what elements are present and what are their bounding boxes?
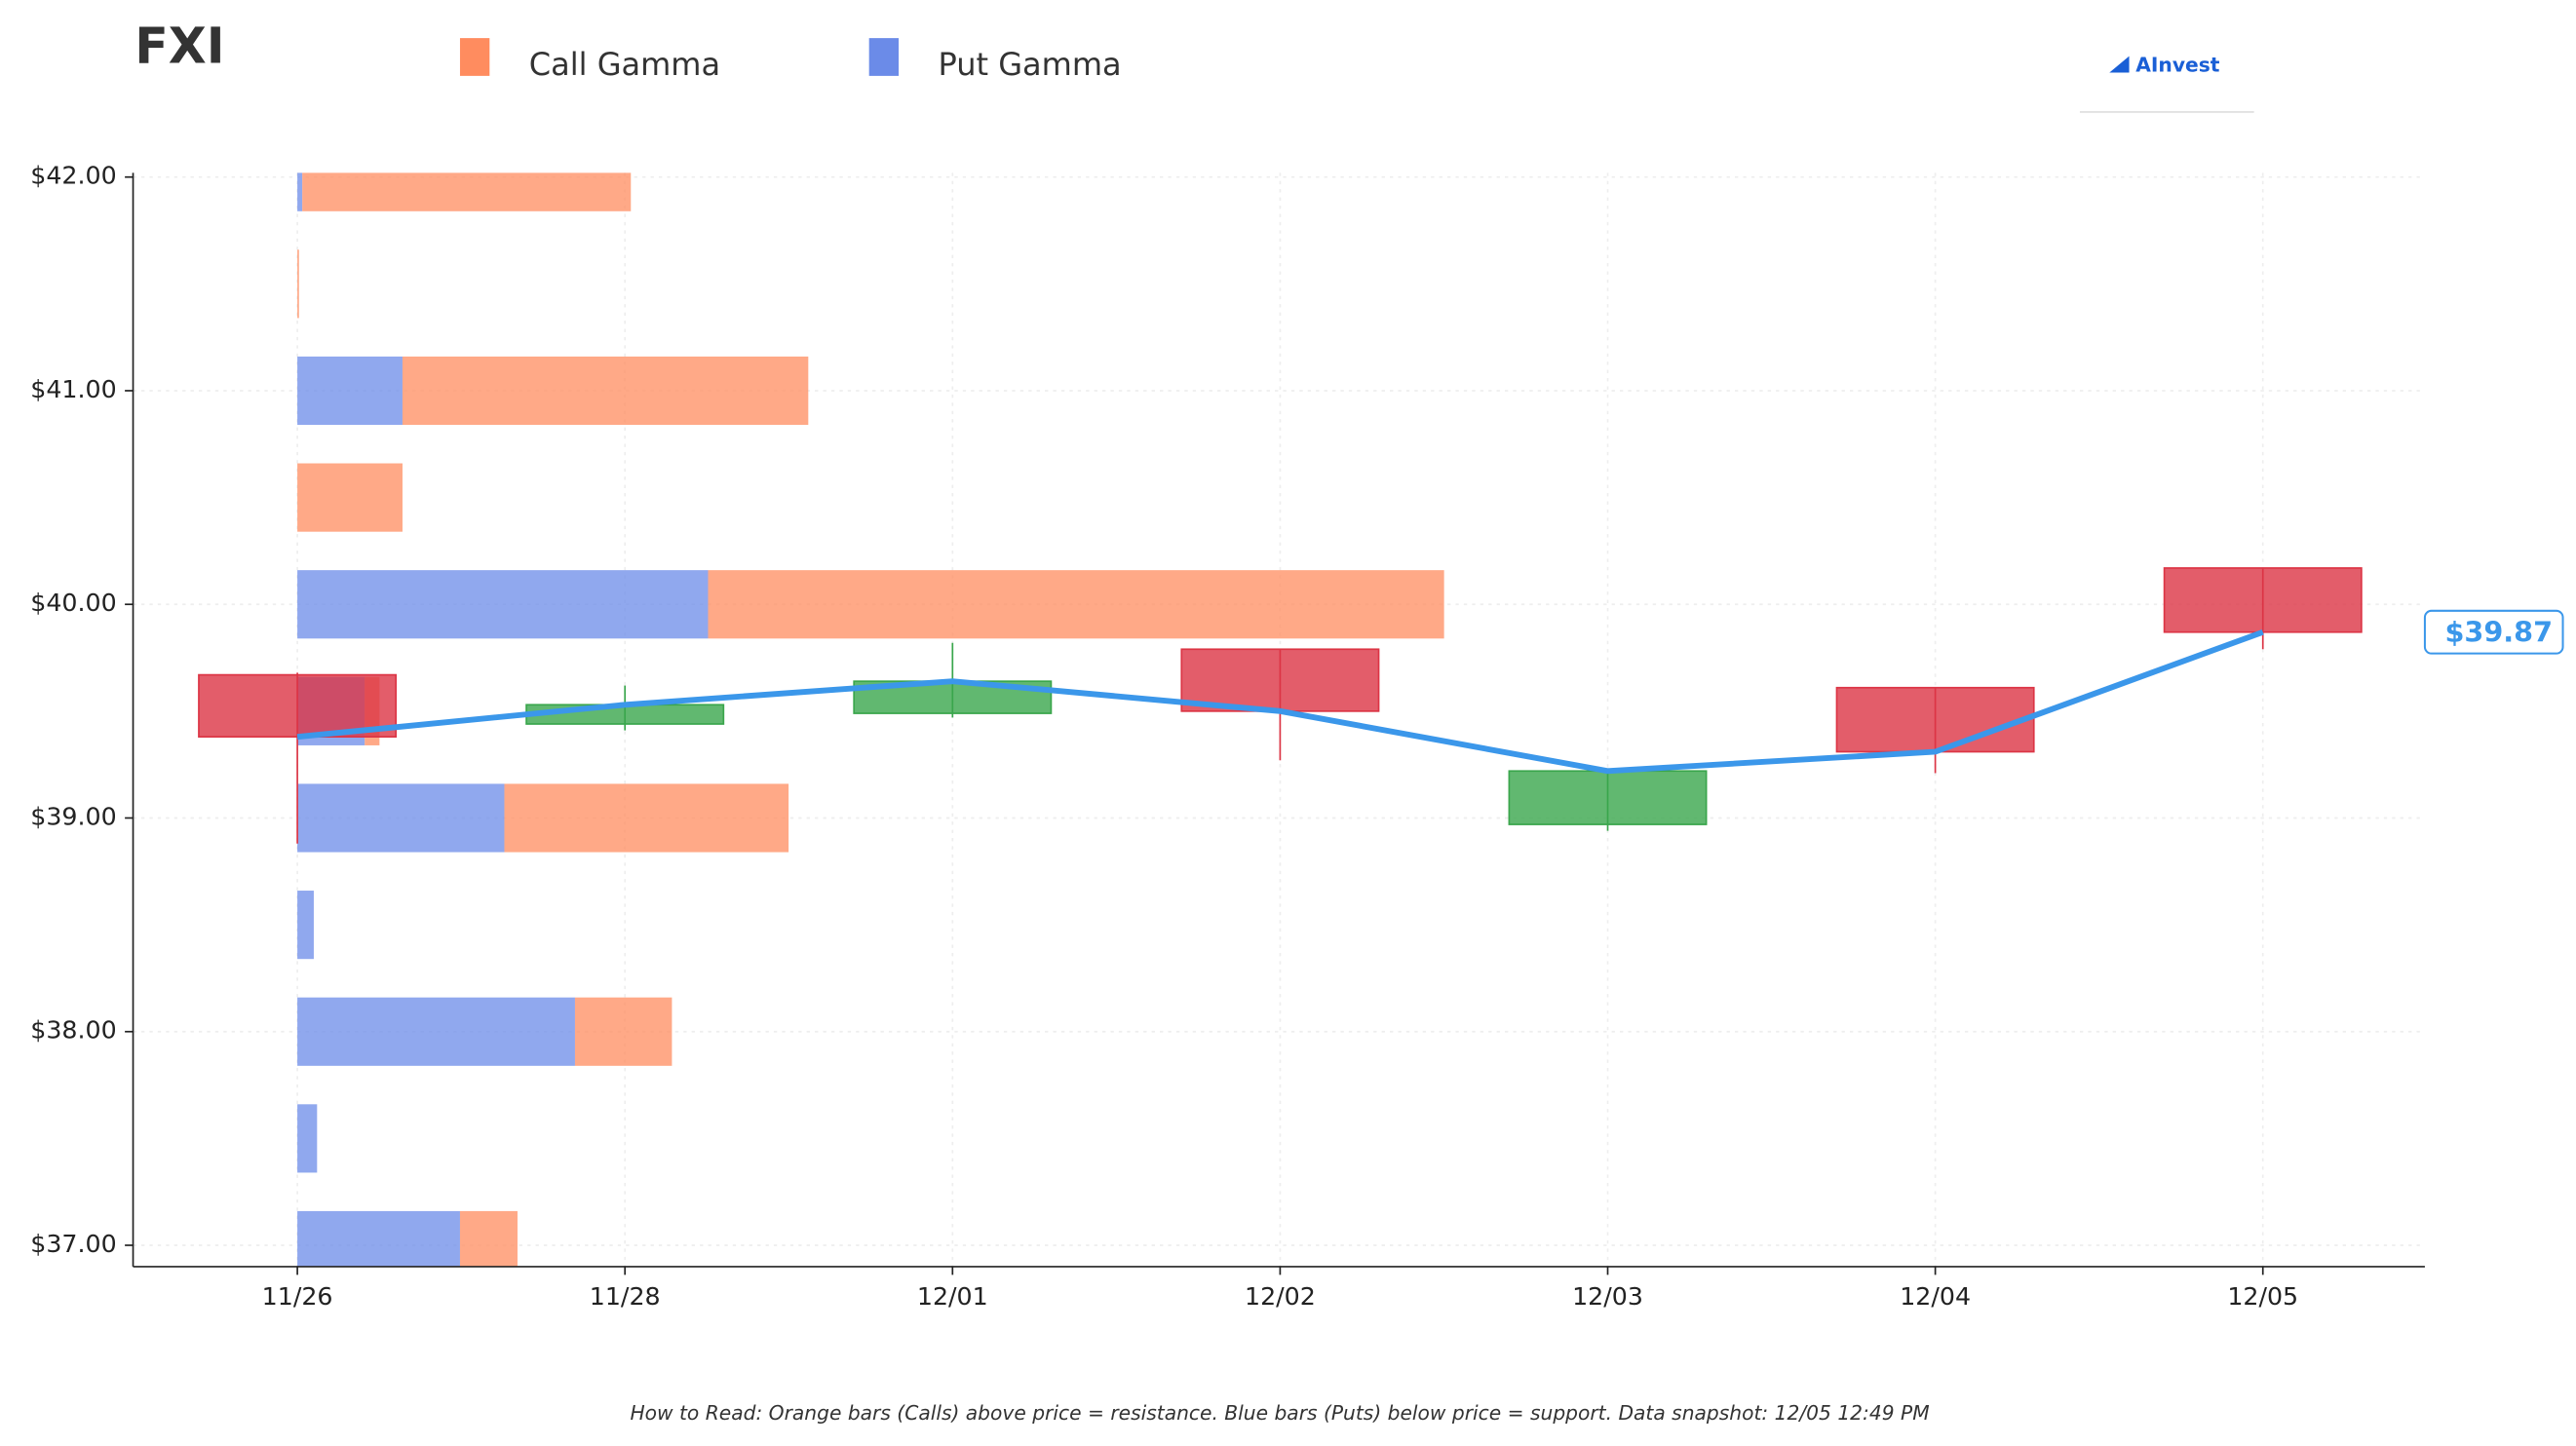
x-tick-label: 11/26 <box>262 1282 333 1311</box>
candle-body <box>1508 770 1708 825</box>
x-tick-label: 12/04 <box>1900 1282 1971 1311</box>
gamma-bar <box>297 356 403 426</box>
x-tick-label: 11/28 <box>590 1282 661 1311</box>
logo: AInvest <box>2079 53 2254 113</box>
gamma-bar <box>402 356 809 426</box>
y-tick-label: $37.00 <box>30 1230 116 1258</box>
gamma-bar <box>297 783 505 853</box>
x-tick-label: 12/03 <box>1572 1282 1643 1311</box>
x-tick-label: 12/05 <box>2227 1282 2298 1311</box>
y-tick-label: $38.00 <box>30 1016 116 1045</box>
x-tick-label: 12/02 <box>1245 1282 1316 1311</box>
gamma-bar <box>297 463 403 532</box>
gamma-bar <box>297 1210 460 1267</box>
y-tick-label: $39.00 <box>30 802 116 830</box>
gamma-bar <box>297 891 314 960</box>
logo-text: AInvest <box>2135 53 2219 76</box>
y-tick-label: $40.00 <box>30 589 116 617</box>
candle-body <box>198 673 398 739</box>
footnote: How to Read: Orange bars (Calls) above p… <box>630 1401 1929 1425</box>
close-line <box>296 628 2264 775</box>
y-tick-label: $42.00 <box>30 162 116 190</box>
legend-swatch <box>868 38 900 76</box>
x-tick-label: 12/01 <box>917 1282 988 1311</box>
price-label-box <box>2423 609 2564 655</box>
candle-body <box>1835 686 2035 753</box>
gamma-bar <box>297 997 575 1066</box>
legend-swatch <box>459 38 490 76</box>
logo-icon <box>2109 56 2130 73</box>
y-tick-label: $41.00 <box>30 375 116 403</box>
legend-label: Call Gamma <box>529 46 720 83</box>
candle-body <box>1180 648 1380 712</box>
gamma-bar <box>297 249 299 319</box>
candle-body <box>2163 567 2363 633</box>
gamma-bar <box>574 997 673 1066</box>
gamma-bar <box>504 783 789 853</box>
gamma-bar <box>297 570 709 639</box>
gamma-bar <box>297 172 303 211</box>
gamma-bar <box>302 172 632 211</box>
chart-title: FXI <box>135 17 224 74</box>
legend-label: Put Gamma <box>938 46 1121 83</box>
gamma-bar <box>459 1210 518 1267</box>
gamma-bar <box>708 570 1444 639</box>
gamma-bar <box>297 1104 318 1173</box>
price-label: $39.87 <box>2445 615 2554 648</box>
